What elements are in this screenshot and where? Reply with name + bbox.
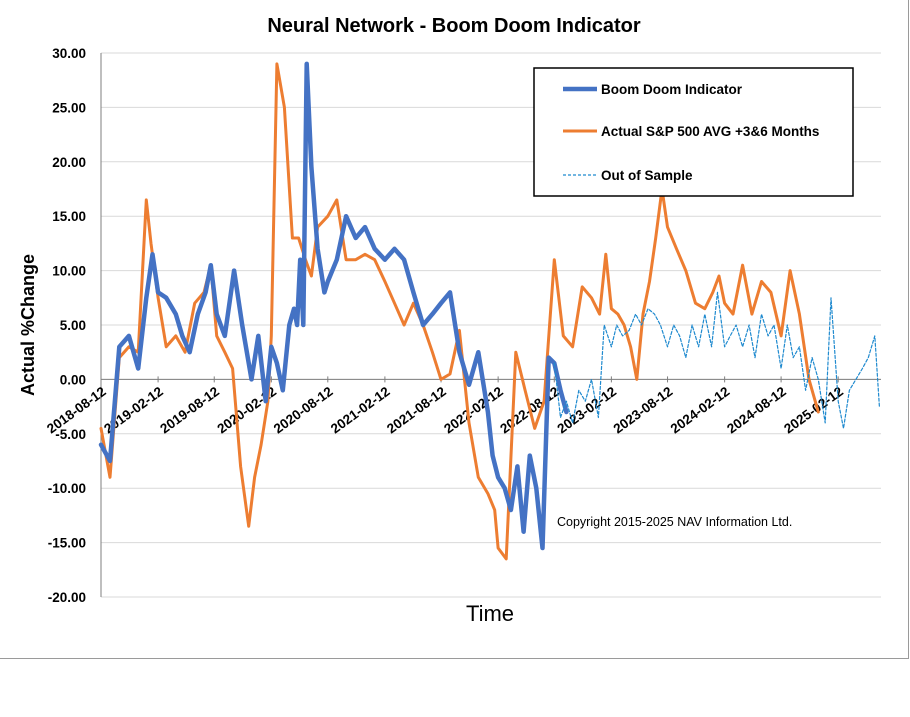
x-tick-label: 2022-02-12 — [441, 384, 506, 437]
series-out-of-sample — [553, 291, 881, 429]
y-tick-label: 10.00 — [52, 264, 86, 279]
x-tick-label: 2020-08-12 — [271, 384, 336, 437]
legend-label-actual-sp500: Actual S&P 500 AVG +3&6 Months — [601, 124, 819, 139]
x-tick-label: 2019-08-12 — [157, 384, 222, 437]
y-tick-label: 5.00 — [60, 318, 86, 333]
y-tick-label: 30.00 — [52, 46, 86, 61]
x-axis-tick-labels: 2018-08-122019-02-122019-08-122020-02-12… — [44, 376, 846, 436]
series-boom-doom-indicator — [98, 61, 569, 551]
y-tick-label: 15.00 — [52, 209, 86, 224]
chart-area: Neural Network - Boom Doom Indicator 30.… — [0, 0, 909, 659]
legend-label-boom-doom: Boom Doom Indicator — [601, 82, 743, 97]
y-tick-label: -20.00 — [48, 590, 86, 605]
copyright-annotation: Copyright 2015-2025 NAV Information Ltd. — [557, 515, 792, 529]
x-tick-label: 2024-08-12 — [724, 384, 789, 437]
y-tick-label: -5.00 — [55, 427, 86, 442]
chart-canvas: Neural Network - Boom Doom Indicator 30.… — [18, 15, 881, 626]
plot-frame — [100, 53, 881, 597]
series-lines — [98, 61, 881, 561]
x-tick-label: 2023-08-12 — [611, 384, 676, 437]
y-tick-label: -15.00 — [48, 536, 86, 551]
series-actual-sp500 — [99, 62, 820, 561]
legend-label-out-of-sample: Out of Sample — [601, 168, 693, 183]
x-tick-label: 2021-02-12 — [328, 384, 393, 437]
legend: Boom Doom Indicator Actual S&P 500 AVG +… — [533, 67, 854, 197]
x-tick-label: 2024-02-12 — [668, 384, 733, 437]
y-tick-label: 0.00 — [60, 372, 86, 387]
y-axis-label: Actual %Change — [18, 254, 38, 396]
y-tick-label: 25.00 — [52, 100, 86, 115]
x-axis-label: Time — [466, 601, 514, 626]
x-tick-label: 2021-08-12 — [384, 384, 449, 437]
y-axis-tick-labels: 30.00 25.00 20.00 15.00 10.00 5.00 0.00 -5.00 -1… — [48, 46, 86, 605]
y-tick-label: -10.00 — [48, 481, 86, 496]
y-tick-label: 20.00 — [52, 155, 86, 170]
chart-title: Neural Network - Boom Doom Indicator — [267, 15, 641, 37]
